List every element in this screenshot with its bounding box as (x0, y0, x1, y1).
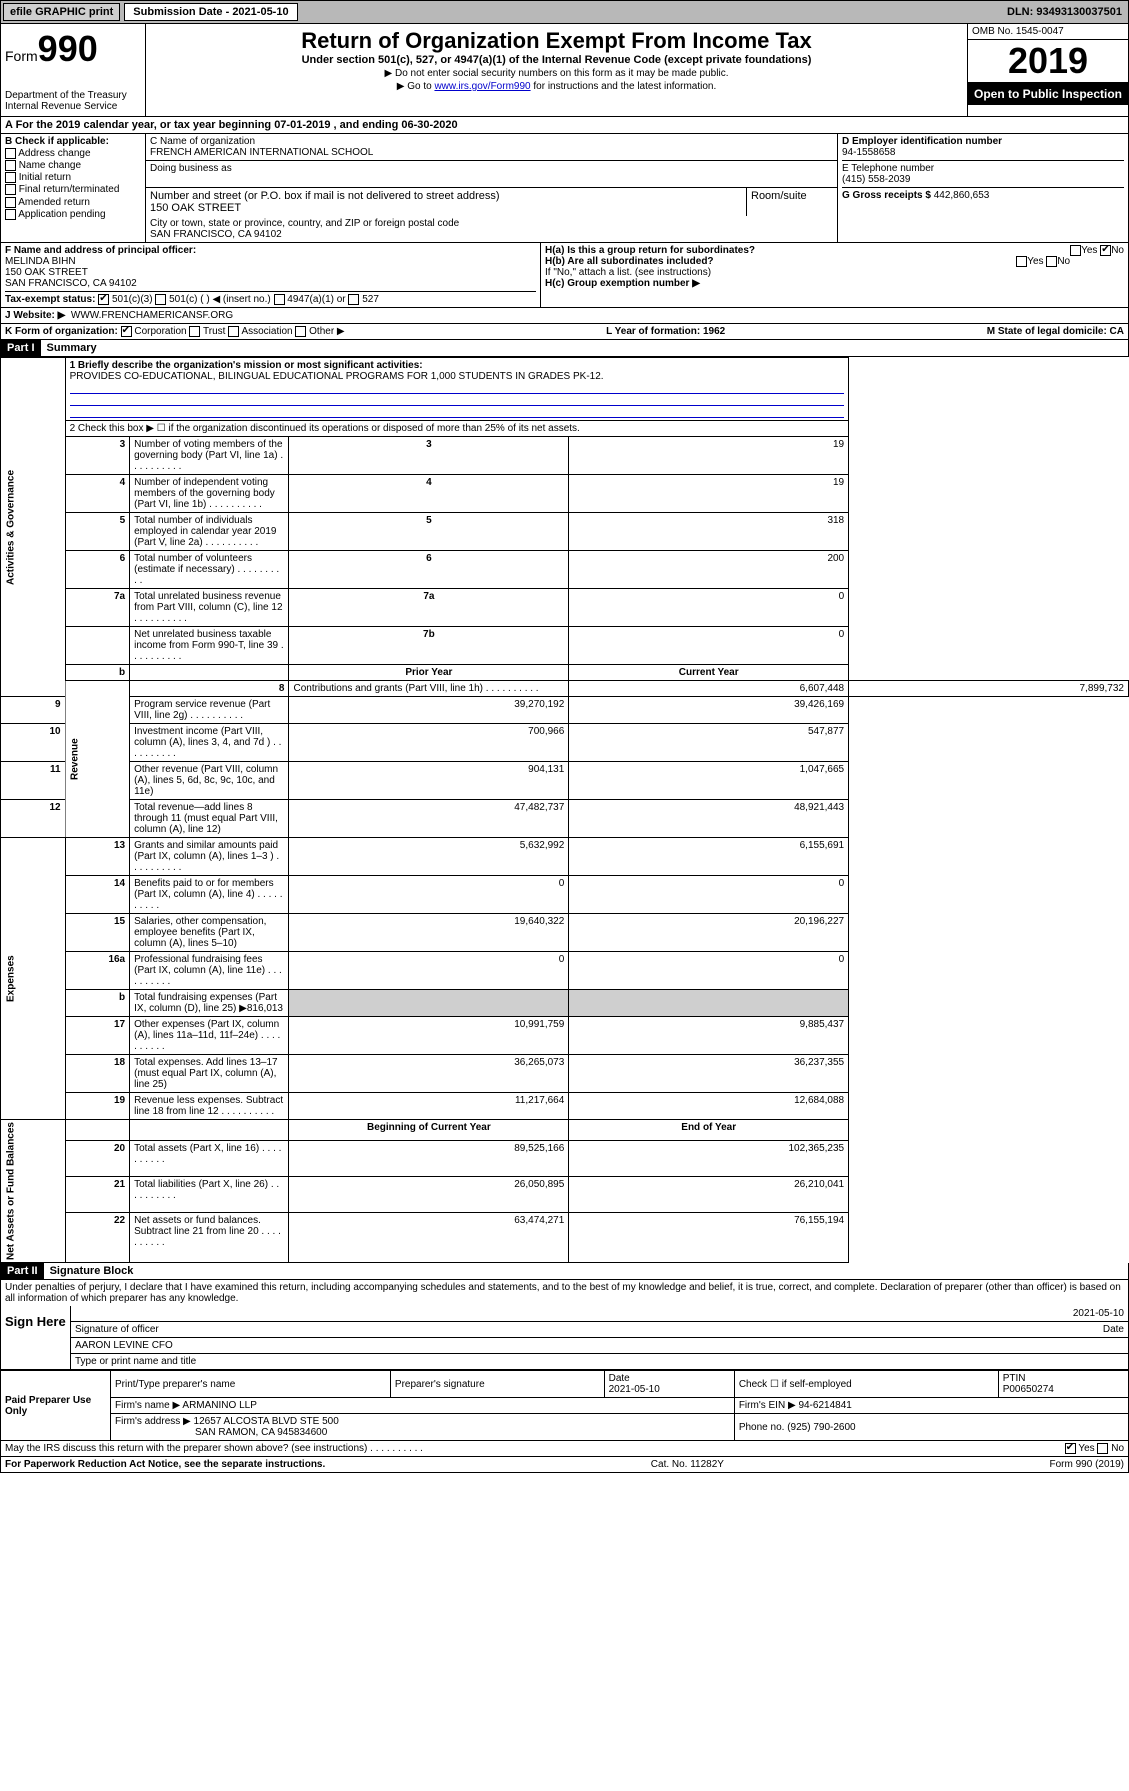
column-c-org-info: C Name of organizationFRENCH AMERICAN IN… (146, 134, 838, 242)
side-revenue: Revenue (65, 681, 130, 838)
firm-phone: (925) 790-2600 (787, 1422, 855, 1433)
row-a-tax-year: A For the 2019 calendar year, or tax yea… (0, 117, 1129, 134)
preparer-table: Paid Preparer Use Only Print/Type prepar… (0, 1370, 1129, 1441)
discuss-row: May the IRS discuss this return with the… (0, 1441, 1129, 1457)
street-address: 150 OAK STREET (150, 202, 241, 214)
irs-link[interactable]: www.irs.gov/Form990 (434, 81, 530, 92)
section-bcd: B Check if applicable: Address change Na… (0, 134, 1129, 243)
row-j-website: J Website: ▶ WWW.FRENCHAMERICANSF.ORG (0, 308, 1129, 324)
form-subtitle: Under section 501(c), 527, or 4947(a)(1)… (150, 54, 963, 66)
column-b-checkboxes: B Check if applicable: Address change Na… (1, 134, 146, 242)
tax-year: 2019 (968, 40, 1128, 83)
side-governance: Activities & Governance (1, 358, 66, 697)
cb-501c[interactable] (155, 294, 166, 305)
cb-corporation[interactable] (121, 326, 132, 337)
cb-association[interactable] (228, 326, 239, 337)
top-bar: efile GRAPHIC print Submission Date - 20… (0, 0, 1129, 24)
row-f-officer: F Name and address of principal officer:… (0, 243, 1129, 308)
efile-button[interactable]: efile GRAPHIC print (3, 3, 120, 21)
cb-amended[interactable]: Amended return (5, 197, 141, 208)
sign-here-label: Sign Here (1, 1306, 71, 1369)
row-k-form-org: K Form of organization: Corporation Trus… (0, 324, 1129, 340)
firm-ein: 94-6214841 (798, 1400, 851, 1411)
form-footer-label: Form 990 (2019) (1050, 1459, 1124, 1470)
cb-initial-return[interactable]: Initial return (5, 172, 141, 183)
side-net-assets: Net Assets or Fund Balances (1, 1120, 66, 1263)
form-title: Return of Organization Exempt From Incom… (150, 28, 963, 54)
ptin-value: P00650274 (1003, 1384, 1054, 1395)
city-state-zip: SAN FRANCISCO, CA 94102 (150, 229, 282, 240)
cb-name-change[interactable]: Name change (5, 160, 141, 171)
cb-final-return[interactable]: Final return/terminated (5, 184, 141, 195)
cb-other[interactable] (295, 326, 306, 337)
column-d-ein: D Employer identification number 94-1558… (838, 134, 1128, 242)
instruction-1: ▶ Do not enter social security numbers o… (150, 68, 963, 79)
form-number: Form990 (5, 28, 141, 70)
omb-number: OMB No. 1545-0047 (968, 24, 1128, 40)
side-expenses: Expenses (1, 838, 66, 1120)
cb-527[interactable] (348, 294, 359, 305)
paid-preparer-label: Paid Preparer Use Only (1, 1371, 111, 1441)
signature-block: Under penalties of perjury, I declare th… (0, 1280, 1129, 1370)
telephone: (415) 558-2039 (842, 174, 910, 185)
cb-application[interactable]: Application pending (5, 209, 141, 220)
dln-label: DLN: 93493130037501 (1007, 6, 1126, 18)
website-value: WWW.FRENCHAMERICANSF.ORG (71, 310, 233, 321)
cb-discuss-yes[interactable] (1065, 1443, 1076, 1454)
instruction-2: ▶ Go to www.irs.gov/Form990 for instruct… (150, 81, 963, 92)
firm-name: ARMANINO LLP (182, 1400, 256, 1411)
footer-row: For Paperwork Reduction Act Notice, see … (0, 1457, 1129, 1473)
summary-table: Activities & Governance 1 Briefly descri… (0, 357, 1129, 1263)
submission-date: Submission Date - 2021-05-10 (124, 3, 297, 21)
gross-receipts: 442,860,653 (934, 190, 990, 201)
cb-trust[interactable] (189, 326, 200, 337)
cb-discuss-no[interactable] (1097, 1443, 1108, 1454)
part-2-header: Part IISignature Block (0, 1263, 1129, 1280)
officer-signature-name: AARON LEVINE CFO (75, 1340, 173, 1351)
part-1-header: Part ISummary (0, 340, 1129, 357)
department-label: Department of the Treasury Internal Reve… (5, 90, 141, 112)
open-public-badge: Open to Public Inspection (968, 83, 1128, 105)
cb-501c3[interactable] (98, 294, 109, 305)
officer-name: MELINDA BIHN (5, 256, 76, 267)
cb-address-change[interactable]: Address change (5, 148, 141, 159)
mission-text: PROVIDES CO-EDUCATIONAL, BILINGUAL EDUCA… (70, 371, 604, 382)
cb-4947[interactable] (274, 294, 285, 305)
ein-value: 94-1558658 (842, 147, 895, 158)
form-header: Form990 Department of the Treasury Inter… (0, 24, 1129, 117)
org-name: FRENCH AMERICAN INTERNATIONAL SCHOOL (150, 147, 373, 158)
